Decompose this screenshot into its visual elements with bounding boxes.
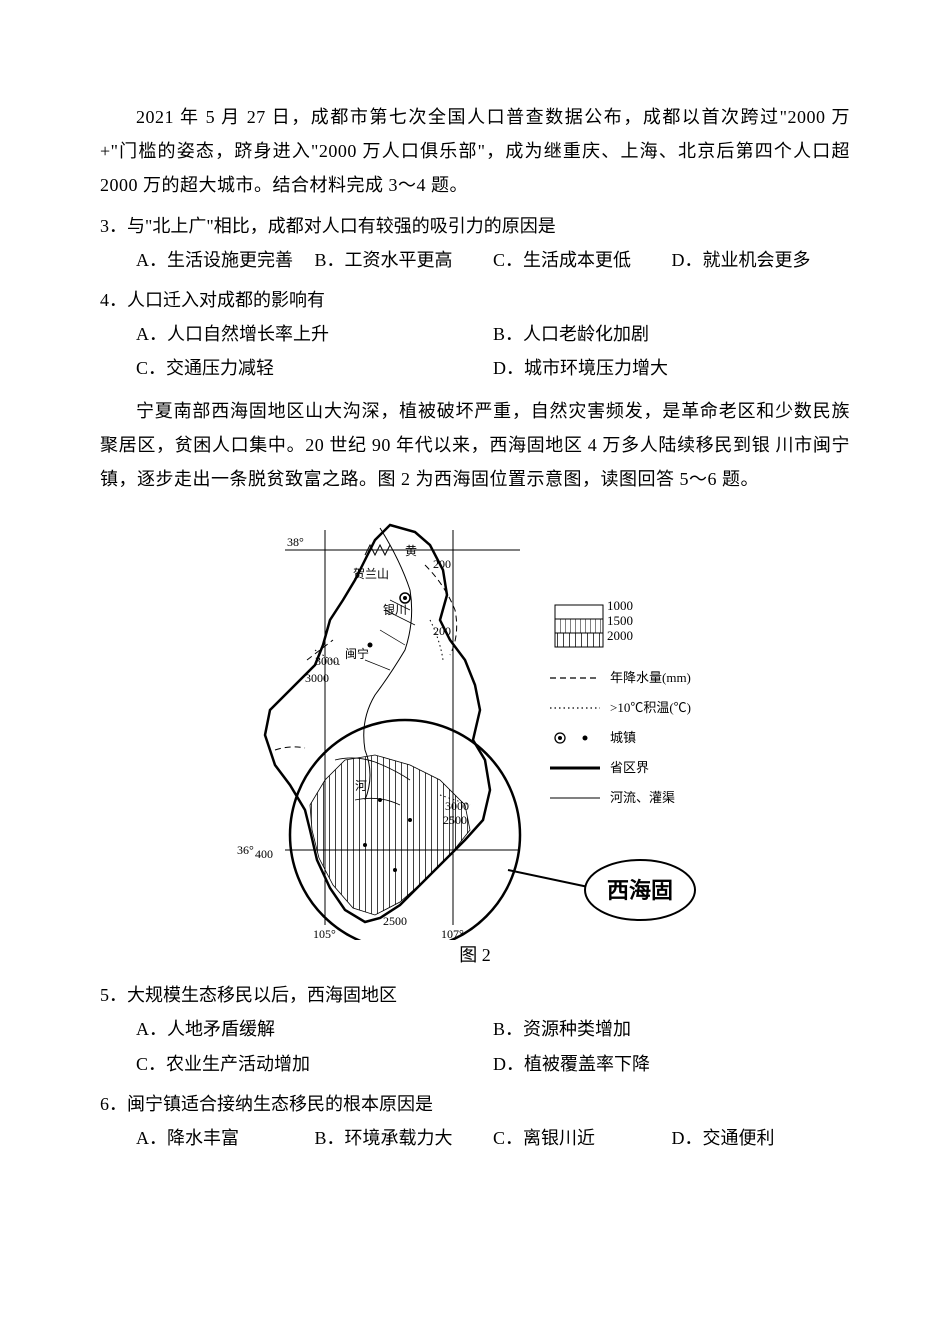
yinchuan-label: 银川: [383, 603, 407, 617]
q5-opt-d: D．植被覆盖率下降: [493, 1047, 850, 1081]
river-char-top: 黄: [405, 544, 417, 558]
lat-38: 38°: [287, 535, 304, 549]
q5-options-row1: A．人地矛盾缓解 B．资源种类增加: [100, 1012, 850, 1046]
helan-label-1: 贺兰山: [353, 567, 389, 581]
legend-2000: 2000: [607, 628, 633, 643]
map-svg: 38° 36° 105° 107° 贺兰山 黄 河 银川 闽宁 200 3000…: [215, 510, 735, 940]
q3-stem: 3．与"北上广"相比，成都对人口有较强的吸引力的原因是: [100, 209, 850, 243]
cl-400: 400: [255, 847, 273, 861]
lat-36: 36°: [237, 843, 254, 857]
q4-opt-d: D．城市环境压力增大: [493, 351, 850, 385]
context-2: 宁夏南部西海固地区山大沟深，植被破坏严重，自然灾害频发，是革命老区和少数民族聚居…: [100, 394, 850, 497]
q6-opt-a: A．降水丰富: [136, 1121, 315, 1155]
q3-options: A．生活设施更完善 B．工资水平更高 C．生活成本更低 D．就业机会更多: [100, 243, 850, 277]
q4-opt-a: A．人口自然增长率上升: [136, 317, 493, 351]
cl-3000a: 200: [433, 624, 451, 638]
q4-options-row2: C．交通压力减轻 D．城市环境压力增大: [100, 351, 850, 385]
q3-opt-a: A．生活设施更完善: [136, 243, 315, 277]
q4-stem: 4．人口迁入对成都的影响有: [100, 283, 850, 317]
legend-temp: >10℃积温(℃): [610, 700, 691, 715]
q4-opt-b: B．人口老龄化加剧: [493, 317, 850, 351]
cl-200b: 3000: [305, 671, 329, 685]
cl-2500b: 2500: [383, 914, 407, 928]
q3-opt-c: C．生活成本更低: [493, 243, 672, 277]
legend-1000: 1000: [607, 598, 633, 613]
q3-opt-d: D．就业机会更多: [672, 243, 851, 277]
q5-stem: 5．大规模生态移民以后，西海固地区: [100, 978, 850, 1012]
cl-200a: 200: [433, 557, 451, 571]
legend-precip: 年降水量(mm): [610, 670, 691, 685]
q5-opt-c: C．农业生产活动增加: [136, 1047, 493, 1081]
q6-opt-c: C．离银川近: [493, 1121, 672, 1155]
legend-river: 河流、灌渠: [610, 790, 675, 805]
figure-caption: 图 2: [459, 938, 491, 972]
q6-opt-b: B．环境承载力大: [315, 1121, 494, 1155]
q6-options: A．降水丰富 B．环境承载力大 C．离银川近 D．交通便利: [100, 1121, 850, 1155]
q4-options-row1: A．人口自然增长率上升 B．人口老龄化加剧: [100, 317, 850, 351]
figure-2: 38° 36° 105° 107° 贺兰山 黄 河 银川 闽宁 200 3000…: [100, 510, 850, 972]
q5-options-row2: C．农业生产活动增加 D．植被覆盖率下降: [100, 1047, 850, 1081]
legend-1500: 1500: [607, 613, 633, 628]
xihaigu-region: [310, 755, 470, 915]
q6-stem: 6．闽宁镇适合接纳生态移民的根本原因是: [100, 1087, 850, 1121]
q4-opt-c: C．交通压力减轻: [136, 351, 493, 385]
minning-label: 闽宁: [345, 646, 369, 661]
q5-opt-b: B．资源种类增加: [493, 1012, 850, 1046]
callout-label: 西海固: [607, 878, 673, 903]
q6-opt-d: D．交通便利: [672, 1121, 851, 1155]
q5-opt-a: A．人地矛盾缓解: [136, 1012, 493, 1046]
context-1: 2021 年 5 月 27 日，成都市第七次全国人口普查数据公布，成都以首次跨过…: [100, 100, 850, 203]
cl-3000b: 3000: [315, 654, 339, 668]
q3-opt-b: B．工资水平更高: [315, 243, 494, 277]
lon-105: 105°: [313, 927, 336, 940]
legend-town: 城镇: [610, 730, 636, 745]
legend-province: 省区界: [610, 760, 649, 775]
